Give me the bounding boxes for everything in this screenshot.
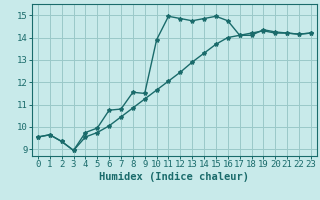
X-axis label: Humidex (Indice chaleur): Humidex (Indice chaleur) [100, 172, 249, 182]
